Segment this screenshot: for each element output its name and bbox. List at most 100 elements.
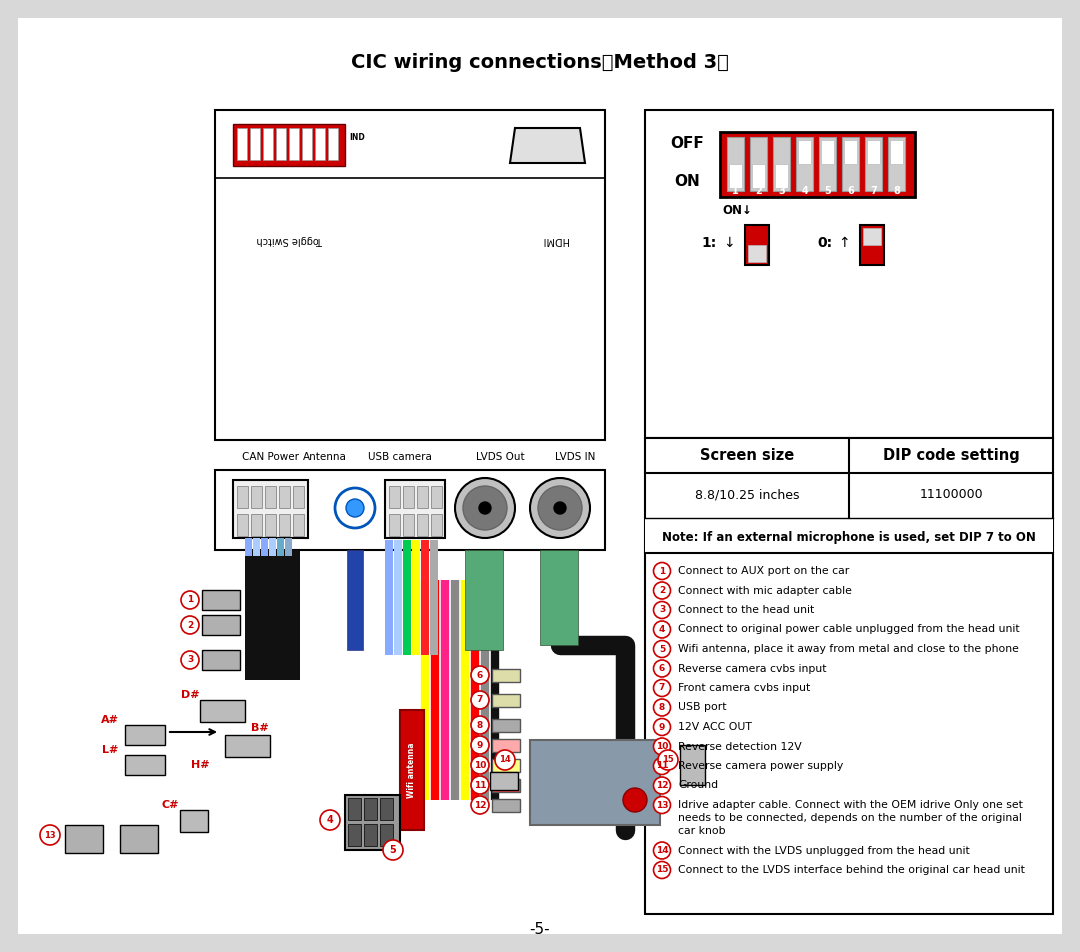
Bar <box>417 486 428 508</box>
Text: ON↓: ON↓ <box>723 205 752 217</box>
Bar <box>890 140 903 164</box>
Bar <box>380 824 393 846</box>
Circle shape <box>181 651 199 669</box>
Text: IND: IND <box>349 133 365 143</box>
Bar <box>225 735 270 757</box>
Circle shape <box>320 810 340 830</box>
Bar <box>347 550 363 650</box>
Text: USB port: USB port <box>678 703 727 712</box>
Bar <box>285 538 292 556</box>
Bar <box>253 538 260 556</box>
Bar <box>798 140 811 164</box>
Text: 9: 9 <box>659 723 665 731</box>
Text: L#: L# <box>102 745 118 755</box>
Text: Idrive adapter cable. Connect with the OEM idrive Only one set: Idrive adapter cable. Connect with the O… <box>678 800 1023 810</box>
Text: CIC wiring connections（Method 3）: CIC wiring connections（Method 3） <box>351 52 729 71</box>
Bar <box>727 137 744 191</box>
Text: 8: 8 <box>659 703 665 712</box>
Text: 15: 15 <box>656 865 669 875</box>
Circle shape <box>471 691 489 709</box>
Text: 11: 11 <box>474 781 486 789</box>
Bar <box>315 128 325 160</box>
Bar <box>796 137 813 191</box>
Text: 8: 8 <box>477 721 483 729</box>
Bar <box>65 825 103 853</box>
Text: 6: 6 <box>847 186 854 196</box>
Circle shape <box>471 736 489 754</box>
Text: LVDS IN: LVDS IN <box>555 452 595 462</box>
Text: HDMI: HDMI <box>542 235 568 245</box>
Text: 7: 7 <box>870 186 877 196</box>
Circle shape <box>653 719 671 736</box>
Circle shape <box>480 502 491 514</box>
Text: ↑: ↑ <box>838 236 850 250</box>
Circle shape <box>653 738 671 755</box>
Circle shape <box>653 621 671 638</box>
Bar <box>200 700 245 722</box>
Bar <box>237 486 248 508</box>
Circle shape <box>653 602 671 619</box>
Bar <box>328 128 338 160</box>
Bar <box>645 553 1053 914</box>
Bar <box>530 740 660 825</box>
Circle shape <box>463 486 507 530</box>
Text: C#: C# <box>161 800 179 810</box>
Text: Connect with the LVDS unplugged from the head unit: Connect with the LVDS unplugged from the… <box>678 845 970 856</box>
Text: ↓: ↓ <box>723 236 734 250</box>
Bar <box>265 514 276 536</box>
Bar <box>492 719 519 732</box>
Circle shape <box>471 756 489 774</box>
Circle shape <box>653 797 671 814</box>
Bar <box>821 140 834 164</box>
Bar <box>261 538 268 556</box>
Text: -5-: -5- <box>529 922 551 938</box>
Text: H#: H# <box>191 760 210 770</box>
Text: 7: 7 <box>476 696 483 704</box>
Bar <box>645 110 1053 438</box>
Bar <box>417 514 428 536</box>
Bar <box>430 540 438 555</box>
Bar <box>645 438 1053 553</box>
Text: 12: 12 <box>656 781 669 790</box>
Bar <box>492 739 519 752</box>
Bar <box>750 137 767 191</box>
Text: 6: 6 <box>659 664 665 673</box>
Circle shape <box>653 777 671 794</box>
Bar <box>384 540 393 555</box>
Bar <box>380 798 393 820</box>
Bar <box>431 486 442 508</box>
Text: 3: 3 <box>659 605 665 614</box>
Bar <box>867 140 880 164</box>
Text: 14: 14 <box>656 846 669 855</box>
Circle shape <box>554 502 566 514</box>
Bar <box>775 164 788 188</box>
Bar <box>302 128 312 160</box>
Text: 14: 14 <box>499 756 511 764</box>
Circle shape <box>658 750 678 770</box>
Circle shape <box>383 840 403 860</box>
Bar <box>492 694 519 707</box>
Text: OFF: OFF <box>670 136 704 151</box>
Text: 7: 7 <box>659 684 665 692</box>
Bar <box>251 486 262 508</box>
Bar <box>249 128 260 160</box>
Text: CAN Power: CAN Power <box>242 452 298 462</box>
Text: Connect to original power cable unplugged from the head unit: Connect to original power cable unplugge… <box>678 625 1020 634</box>
Bar <box>202 590 240 610</box>
Bar <box>403 540 411 555</box>
Text: A#: A# <box>102 715 119 725</box>
Circle shape <box>455 478 515 538</box>
Bar <box>465 550 503 650</box>
Text: Note: If an external microphone is used, set DIP 7 to ON: Note: If an external microphone is used,… <box>662 530 1036 544</box>
Text: 8.8/10.25 inches: 8.8/10.25 inches <box>694 488 799 502</box>
Bar <box>430 555 438 655</box>
Bar <box>492 799 519 812</box>
Bar <box>842 137 859 191</box>
Text: 5: 5 <box>824 186 831 196</box>
Text: 3: 3 <box>187 656 193 664</box>
Bar <box>389 486 400 508</box>
Bar <box>265 486 276 508</box>
Bar <box>264 128 273 160</box>
Bar <box>384 480 445 538</box>
Bar <box>237 514 248 536</box>
